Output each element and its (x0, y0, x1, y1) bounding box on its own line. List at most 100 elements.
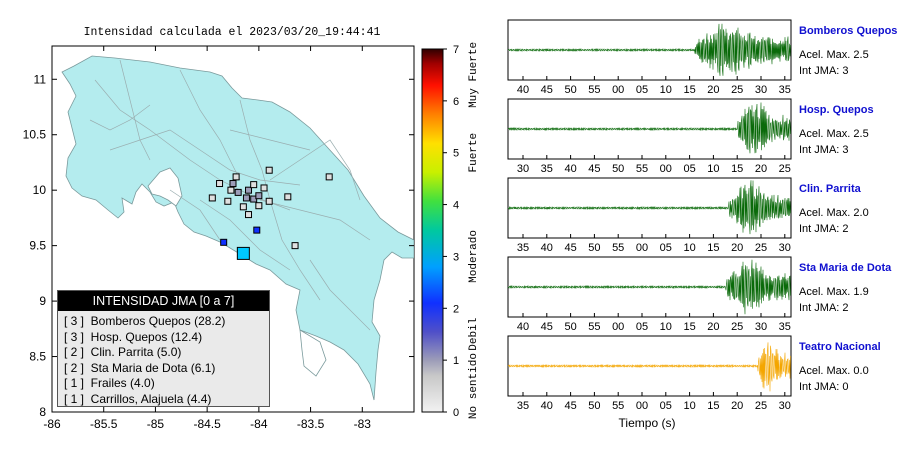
time-tick-label: 05 (660, 400, 672, 412)
map-x-tick-label: -83 (354, 417, 372, 431)
time-tick-label: 35 (779, 84, 791, 96)
station-marker (220, 238, 228, 246)
map-y-tick-label: 10 (33, 183, 47, 197)
time-tick-label: 05 (636, 84, 648, 96)
station-marker (245, 211, 253, 219)
jma-intensity: Int JMA: 0 (799, 381, 849, 393)
station-name: Bomberos Quepos (799, 25, 897, 37)
map-y-tick-label: 8 (39, 405, 46, 419)
jma-intensity: Int JMA: 3 (799, 144, 849, 156)
time-tick-label: 40 (517, 321, 529, 333)
time-tick-label: 30 (779, 400, 791, 412)
jma-intensity: Int JMA: 3 (799, 65, 849, 77)
time-tick-label: 10 (660, 84, 672, 96)
jma-intensity: Int JMA: 2 (799, 223, 849, 235)
seismogram-panel: 30 35 40 45 50 55 00 05 10 15 20 25 Hosp. Quepos Acel… (507, 98, 874, 175)
station-marker (234, 188, 242, 196)
osa-peninsula (299, 329, 327, 377)
station-marker (265, 197, 273, 205)
colorbar-tick-label: 1 (453, 355, 459, 367)
seismogram-panel: 35 40 45 50 55 00 05 10 15 20 25 30 Clin. Parrita Ace… (507, 177, 869, 254)
time-tick-label: 30 (755, 84, 767, 96)
waveform-line (507, 342, 791, 392)
station-marker (239, 203, 247, 211)
colorbar-category-label: Moderado (468, 230, 480, 283)
station-marker (229, 180, 237, 188)
station-marker (260, 184, 268, 192)
time-tick-label: 00 (636, 242, 648, 254)
station-marker (291, 242, 299, 250)
time-tick-label: 20 (731, 242, 743, 254)
time-tick-label: 30 (755, 321, 767, 333)
time-tick-label: 15 (683, 84, 695, 96)
time-tick-label: 45 (564, 400, 576, 412)
nicoya-gulf (147, 167, 183, 207)
station-marker (216, 180, 224, 188)
map-y-tick-label: 8.5 (29, 350, 46, 364)
intensity-legend: INTENSIDAD JMA [0 a 7] [ 3 ] Bomberos Qu… (57, 290, 270, 407)
waveform-line (507, 102, 791, 154)
time-tick-label: 20 (731, 400, 743, 412)
station-marker (255, 202, 263, 210)
time-tick-label: 15 (707, 242, 719, 254)
time-tick-label: 25 (731, 84, 743, 96)
time-tick-label: 00 (612, 84, 624, 96)
time-tick-label: 25 (731, 321, 743, 333)
station-name: Clin. Parrita (799, 183, 862, 195)
station-marker (208, 194, 216, 202)
time-tick-label: 50 (564, 84, 576, 96)
time-tick-label: 25 (755, 400, 767, 412)
colorbar-tick-label: 6 (453, 96, 459, 108)
colorbar-category-label: Muy Fuerte (468, 42, 480, 108)
colorbar-category-label: Fuerte (468, 133, 480, 173)
time-tick-label: 40 (517, 84, 529, 96)
time-tick-label: 10 (707, 163, 719, 175)
colorbar-tick-label: 7 (453, 44, 459, 56)
seismogram-panel: 40 45 50 55 00 05 10 15 20 25 30 35 Bomberos Quepos A… (507, 19, 897, 96)
jma-intensity: Int JMA: 2 (799, 302, 849, 314)
time-tick-label: 10 (660, 321, 672, 333)
time-tick-label: 35 (517, 242, 529, 254)
time-tick-label: 40 (564, 163, 576, 175)
time-tick-label: 15 (731, 163, 743, 175)
station-marker (236, 246, 250, 260)
time-tick-label: 40 (541, 242, 553, 254)
station-marker (227, 186, 235, 194)
time-axis-label: Tiempo (s) (619, 416, 676, 430)
time-tick-label: 05 (636, 321, 648, 333)
legend-entry: [ 2 ] Sta Maria de Dota (6.1) (64, 360, 216, 375)
station-name: Sta Maria de Dota (799, 262, 892, 274)
time-tick-label: 35 (517, 400, 529, 412)
map-x-tick-label: -85 (147, 417, 165, 431)
time-tick-label: 20 (707, 321, 719, 333)
time-tick-label: 55 (612, 242, 624, 254)
colorbar-category-label: Debil (468, 318, 480, 351)
colorbar-tick-label: 2 (453, 303, 459, 315)
time-tick-label: 00 (612, 321, 624, 333)
road-network (89, 59, 371, 331)
map-x-tick-label: -84 (250, 417, 268, 431)
time-tick-label: 20 (707, 84, 719, 96)
time-tick-label: 55 (588, 84, 600, 96)
map-x-tick-label: -83.5 (297, 417, 325, 431)
time-tick-label: 20 (755, 163, 767, 175)
station-marker (255, 192, 263, 200)
legend-entry: [ 1 ] Carrillos, Alajuela (4.4) (64, 391, 212, 406)
time-tick-label: 00 (660, 163, 672, 175)
station-marker (245, 186, 253, 194)
colorbar (421, 48, 444, 413)
time-tick-label: 55 (612, 400, 624, 412)
waveform-line (507, 259, 791, 315)
time-tick-label: 40 (541, 400, 553, 412)
time-tick-label: 25 (755, 242, 767, 254)
station-marker (232, 173, 240, 181)
legend-entry: [ 1 ] Frailes (4.0) (64, 376, 155, 390)
station-marker (265, 166, 273, 174)
legend-entry: [ 3 ] Bomberos Quepos (28.2) (64, 314, 226, 328)
station-marker (224, 197, 232, 205)
time-tick-label: 10 (683, 242, 695, 254)
time-tick-label: 45 (541, 321, 553, 333)
legend-title: INTENSIDAD JMA [0 a 7] (58, 291, 269, 311)
station-marker (325, 173, 333, 181)
